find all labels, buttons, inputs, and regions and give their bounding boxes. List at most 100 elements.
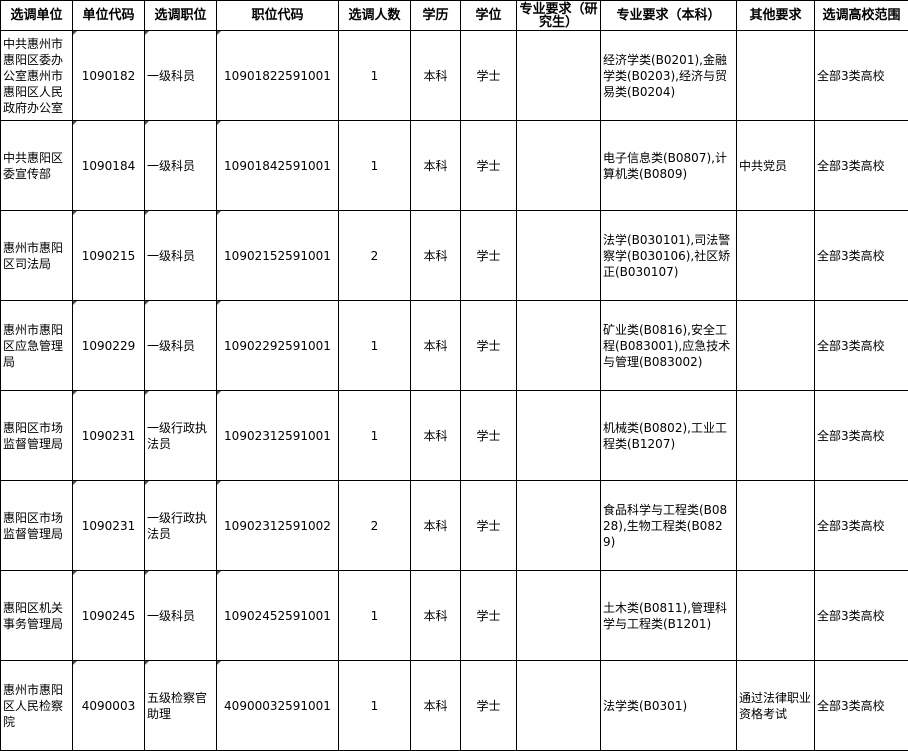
- cell-position[interactable]: 一级科员: [144, 120, 217, 211]
- cell-degree[interactable]: 学士: [460, 120, 517, 211]
- cell-education[interactable]: 本科: [410, 660, 461, 751]
- cell-other-requirements[interactable]: [736, 390, 815, 481]
- cell-position-code[interactable]: 10902312591001: [216, 390, 339, 481]
- cell-position-code[interactable]: 10902152591001: [216, 210, 339, 301]
- cell-position[interactable]: 一级行政执法员: [144, 390, 217, 481]
- cell-education[interactable]: 本科: [410, 300, 461, 391]
- cell-other-requirements[interactable]: 通过法律职业资格考试: [736, 660, 815, 751]
- cell-position[interactable]: 五级检察官助理: [144, 660, 217, 751]
- cell-unit-code[interactable]: 1090231: [72, 390, 145, 481]
- cell-major-graduate[interactable]: [516, 480, 601, 571]
- cell-major-undergrad[interactable]: 土木类(B0811),管理科学与工程类(B1201): [600, 570, 737, 661]
- cell-headcount[interactable]: 1: [338, 390, 411, 481]
- cell-position-code[interactable]: 10901822591001: [216, 30, 339, 121]
- cell-major-graduate[interactable]: [516, 30, 601, 121]
- cell-degree[interactable]: 学士: [460, 300, 517, 391]
- cell-major-graduate[interactable]: [516, 120, 601, 211]
- cell-education[interactable]: 本科: [410, 390, 461, 481]
- cell-headcount[interactable]: 2: [338, 480, 411, 571]
- cell-major-undergrad[interactable]: 食品科学与工程类(B0828),生物工程类(B0829): [600, 480, 737, 571]
- cell-unit-code[interactable]: 1090184: [72, 120, 145, 211]
- cell-school-scope[interactable]: 全部3类高校: [814, 570, 908, 661]
- cell-headcount[interactable]: 1: [338, 120, 411, 211]
- cell-degree[interactable]: 学士: [460, 660, 517, 751]
- cell-other-requirements[interactable]: [736, 570, 815, 661]
- cell-education[interactable]: 本科: [410, 120, 461, 211]
- cell-school-scope[interactable]: 全部3类高校: [814, 30, 908, 121]
- cell-unit-name[interactable]: 惠州市惠阳区司法局: [0, 210, 73, 301]
- cell-position[interactable]: 一级科员: [144, 300, 217, 391]
- cell-unit-code[interactable]: 1090231: [72, 480, 145, 571]
- cell-other-requirements[interactable]: [736, 210, 815, 301]
- cell-school-scope[interactable]: 全部3类高校: [814, 660, 908, 751]
- cell-school-scope[interactable]: 全部3类高校: [814, 210, 908, 301]
- cell-unit-name[interactable]: 中共惠州市惠阳区委办公室惠州市惠阳区人民政府办公室: [0, 30, 73, 121]
- cell-school-scope[interactable]: 全部3类高校: [814, 480, 908, 571]
- cell-unit-name[interactable]: 惠州市惠阳区应急管理局: [0, 300, 73, 391]
- cell-major-undergrad[interactable]: 矿业类(B0816),安全工程(B083001),应急技术与管理(B083002…: [600, 300, 737, 391]
- cell-education[interactable]: 本科: [410, 210, 461, 301]
- cell-position-code[interactable]: 10902312591002: [216, 480, 339, 571]
- cell-position-code[interactable]: 10901842591001: [216, 120, 339, 211]
- cell-degree[interactable]: 学士: [460, 30, 517, 121]
- cell-headcount[interactable]: 2: [338, 210, 411, 301]
- cell-degree[interactable]: 学士: [460, 480, 517, 571]
- cell-unit-name[interactable]: 惠阳区市场监督管理局: [0, 390, 73, 481]
- table-row: 惠阳区市场监督管理局 1090231 一级行政执法员 10902312591002 2 本…: [0, 480, 908, 571]
- cell-education[interactable]: 本科: [410, 570, 461, 661]
- cell-headcount[interactable]: 1: [338, 660, 411, 751]
- cell-unit-code[interactable]: 4090003: [72, 660, 145, 751]
- cell-position[interactable]: 一级科员: [144, 30, 217, 121]
- cell-unit-name[interactable]: 中共惠阳区委宣传部: [0, 120, 73, 211]
- cell-headcount[interactable]: 1: [338, 30, 411, 121]
- cell-major-undergrad[interactable]: 电子信息类(B0807),计算机类(B0809): [600, 120, 737, 211]
- table-row: 惠州市惠阳区人民检察院 4090003 五级检察官助理 40900032591001 1…: [0, 660, 908, 751]
- cell-position-code[interactable]: 40900032591001: [216, 660, 339, 751]
- cell-major-graduate[interactable]: [516, 390, 601, 481]
- cell-unit-code[interactable]: 1090182: [72, 30, 145, 121]
- cell-other-requirements[interactable]: 中共党员: [736, 120, 815, 211]
- cell-school-scope[interactable]: 全部3类高校: [814, 120, 908, 211]
- cell-major-undergrad[interactable]: 法学(B030101),司法警察学(B030106),社区矫正(B030107): [600, 210, 737, 301]
- cell-major-undergrad[interactable]: 经济学类(B0201),金融学类(B0203),经济与贸易类(B0204): [600, 30, 737, 121]
- header-major-graduate: 专业要求（研究生）: [516, 0, 601, 31]
- table-row: 惠州市惠阳区司法局 1090215 一级科员 10902152591001 2 本科 学士法…: [0, 210, 908, 301]
- cell-major-graduate[interactable]: [516, 660, 601, 751]
- cell-degree[interactable]: 学士: [460, 570, 517, 661]
- header-unit-code: 单位代码: [72, 0, 145, 31]
- cell-other-requirements[interactable]: [736, 480, 815, 571]
- cell-major-graduate[interactable]: [516, 210, 601, 301]
- cell-position[interactable]: 一级科员: [144, 210, 217, 301]
- cell-major-undergrad[interactable]: 机械类(B0802),工业工程类(B1207): [600, 390, 737, 481]
- table-row: 中共惠阳区委宣传部 1090184 一级科员 10901842591001 1 本科 学士电…: [0, 120, 908, 211]
- cell-major-graduate[interactable]: [516, 570, 601, 661]
- cell-other-requirements[interactable]: [736, 300, 815, 391]
- cell-degree[interactable]: 学士: [460, 390, 517, 481]
- cell-position[interactable]: 一级科员: [144, 570, 217, 661]
- cell-school-scope[interactable]: 全部3类高校: [814, 390, 908, 481]
- cell-education[interactable]: 本科: [410, 480, 461, 571]
- cell-major-undergrad[interactable]: 法学类(B0301): [600, 660, 737, 751]
- cell-headcount[interactable]: 1: [338, 300, 411, 391]
- table-row: 惠阳区机关事务管理局 1090245 一级科员 10902452591001 1 本科 学士…: [0, 570, 908, 661]
- cell-degree[interactable]: 学士: [460, 210, 517, 301]
- header-education: 学历: [410, 0, 461, 31]
- cell-unit-code[interactable]: 1090215: [72, 210, 145, 301]
- cell-unit-code[interactable]: 1090245: [72, 570, 145, 661]
- cell-headcount[interactable]: 1: [338, 570, 411, 661]
- cell-education[interactable]: 本科: [410, 30, 461, 121]
- cell-unit-code[interactable]: 1090229: [72, 300, 145, 391]
- cell-school-scope[interactable]: 全部3类高校: [814, 300, 908, 391]
- cell-unit-name[interactable]: 惠阳区机关事务管理局: [0, 570, 73, 661]
- cell-major-graduate[interactable]: [516, 300, 601, 391]
- cell-position[interactable]: 一级行政执法员: [144, 480, 217, 571]
- cell-unit-name[interactable]: 惠州市惠阳区人民检察院: [0, 660, 73, 751]
- header-unit-name: 选调单位: [0, 0, 73, 31]
- cell-unit-name[interactable]: 惠阳区市场监督管理局: [0, 480, 73, 571]
- cell-position-code[interactable]: 10902452591001: [216, 570, 339, 661]
- header-school-scope: 选调高校范围: [814, 0, 908, 31]
- header-position: 选调职位: [144, 0, 217, 31]
- cell-other-requirements[interactable]: [736, 30, 815, 121]
- cell-position-code[interactable]: 10902292591001: [216, 300, 339, 391]
